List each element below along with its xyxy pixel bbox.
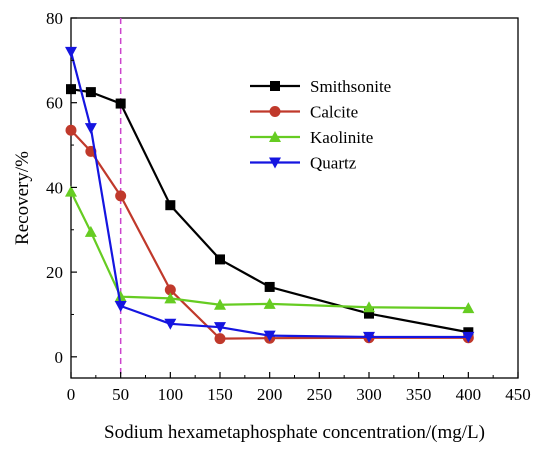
quartz-point bbox=[84, 123, 97, 135]
legend-label: Quartz bbox=[310, 154, 357, 173]
calcite-point bbox=[65, 124, 77, 136]
smithsonite-point bbox=[115, 98, 126, 109]
smithsonite-line bbox=[70, 88, 469, 334]
plot-area bbox=[65, 17, 519, 379]
kaolinite-line bbox=[70, 191, 469, 310]
quartz-point bbox=[114, 301, 127, 312]
quartz-line bbox=[69, 51, 469, 339]
legend-swatch-marker bbox=[269, 131, 281, 142]
smithsonite-point bbox=[85, 87, 96, 98]
kaolinite-point bbox=[164, 292, 177, 304]
quartz-point bbox=[214, 322, 226, 334]
x-tick-label: 250 bbox=[307, 385, 333, 404]
y-tick-label: 80 bbox=[46, 9, 63, 28]
x-axis-label: Sodium hexametaphosphate concentration/(… bbox=[104, 422, 485, 443]
x-tick-label: 0 bbox=[67, 385, 76, 404]
kaolinite-point bbox=[363, 301, 375, 313]
quartz-point bbox=[363, 331, 375, 343]
legend-swatch-marker bbox=[270, 81, 280, 91]
legend-label: Kaolinite bbox=[310, 128, 373, 147]
calcite-point bbox=[115, 190, 127, 202]
x-tick-label: 200 bbox=[257, 385, 283, 404]
legend-swatch-marker bbox=[269, 106, 281, 117]
kaolinite-point bbox=[214, 298, 226, 310]
y-tick-label: 60 bbox=[46, 94, 63, 113]
x-tick-label: 350 bbox=[406, 385, 432, 404]
y-tick-label: 20 bbox=[46, 263, 63, 282]
quartz-point bbox=[65, 46, 77, 58]
quartz-point bbox=[164, 318, 177, 330]
smithsonite-point bbox=[364, 308, 374, 319]
series-kaolinite bbox=[65, 185, 475, 314]
y-tick-label: 40 bbox=[46, 178, 63, 197]
smithsonite-point bbox=[165, 200, 176, 211]
calcite-point bbox=[214, 333, 226, 345]
x-axis-ticks: 0 50 100 150 200 250 300 350 400 450 bbox=[67, 372, 531, 404]
plot-frame bbox=[70, 17, 519, 379]
smithsonite-point bbox=[215, 254, 225, 265]
legend-item-calcite: Calcite bbox=[250, 103, 358, 122]
kaolinite-point bbox=[84, 225, 97, 237]
smithsonite-point bbox=[66, 84, 76, 95]
series-quartz bbox=[65, 46, 475, 343]
legend-label: Smithsonite bbox=[310, 77, 391, 96]
quartz-point bbox=[462, 331, 475, 343]
legend-label: Calcite bbox=[310, 103, 358, 122]
x-tick-label: 100 bbox=[158, 385, 184, 404]
legend: Smithsonite Calcite Kaolinite Quartz bbox=[250, 77, 391, 173]
legend-item-kaolinite: Kaolinite bbox=[250, 128, 373, 147]
kaolinite-point bbox=[65, 185, 77, 197]
kaolinite-point bbox=[263, 297, 276, 309]
y-axis-label: Recovery/% bbox=[12, 151, 33, 245]
kaolinite-point bbox=[114, 290, 127, 302]
x-tick-label: 400 bbox=[456, 385, 482, 404]
legend-item-quartz: Quartz bbox=[250, 154, 357, 173]
quartz-point bbox=[263, 330, 276, 342]
y-axis-ticks: 0 20 40 60 80 bbox=[46, 9, 77, 367]
y-tick-label: 0 bbox=[55, 348, 64, 367]
x-tick-label: 150 bbox=[207, 385, 233, 404]
x-tick-label: 300 bbox=[356, 385, 382, 404]
kaolinite-point bbox=[462, 302, 475, 314]
x-tick-label: 50 bbox=[112, 385, 129, 404]
calcite-point bbox=[164, 284, 176, 296]
legend-item-smithsonite: Smithsonite bbox=[250, 77, 391, 96]
series-layer bbox=[65, 46, 475, 345]
smithsonite-point bbox=[264, 281, 275, 292]
legend-swatch-marker bbox=[269, 157, 281, 169]
x-tick-label: 450 bbox=[505, 385, 531, 404]
